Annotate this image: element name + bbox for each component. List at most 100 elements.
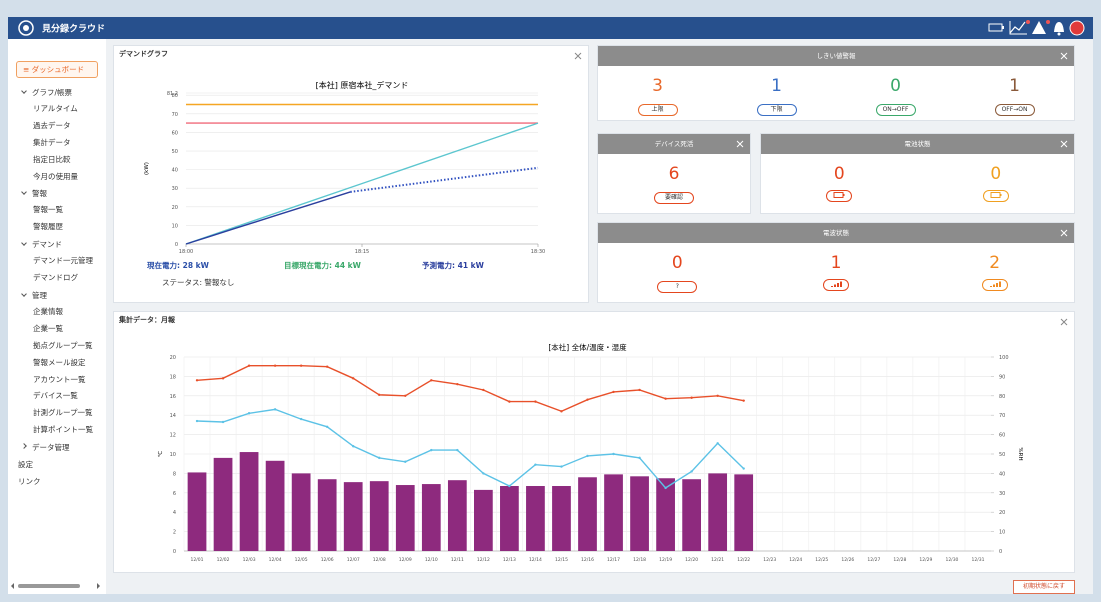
panel-header: デマンドグラフ [119,50,168,58]
point [664,486,667,490]
sidebar-group[interactable]: グラフ/帳票 [8,84,106,101]
demand-status: ステータス: 警報なし [162,277,234,287]
status-item: 0 [918,154,1075,203]
status-count: 3 [652,76,663,96]
bar [526,486,545,551]
panel-title: デバイス死活 [654,140,694,148]
series-line [196,408,745,489]
sidebar-item[interactable]: 企業情報 [33,307,63,317]
y-tick-label: 18 [170,374,176,380]
status-count: 0 [990,164,1002,184]
sidebar-item[interactable]: リアルタイム [33,104,78,113]
sidebar-item[interactable]: デバイス一覧 [33,391,78,401]
x-tick-label: 12/10 [425,557,438,563]
sidebar-item[interactable]: 今月の使用量 [33,171,78,181]
y-tick-label: 80 [172,93,178,99]
sidebar-group[interactable]: 管理 [8,287,106,304]
sidebar-item[interactable]: 警報履歴 [33,222,63,232]
point [742,467,745,470]
x-tick-label: 12/18 [633,557,646,563]
panel-header: 電波状態 [598,223,1074,243]
y2-tick-label: 50 [999,452,1005,458]
status-count: 0 [671,253,683,273]
point [273,364,277,367]
sidebar-item[interactable]: デマンド一元管理 [33,256,93,266]
point [664,397,667,400]
sidebar-active[interactable]: ≡ ダッシュボード [16,61,98,78]
sidebar-item[interactable]: デマンドログ [33,273,78,283]
sidebar-item[interactable]: 集計データ [33,137,71,147]
point [716,442,719,445]
sidebar-link[interactable]: 設定 [18,460,33,470]
status-item: 0? [598,243,757,293]
x-tick-label: 12/27 [867,557,880,563]
point [534,400,537,403]
device-panel: デバイス死活 6 要確認 [597,133,751,214]
close-button[interactable] [1060,52,1068,60]
point [430,448,433,452]
series-line [185,191,351,245]
app-name: 見分録クラウド [41,23,105,35]
demand-stat: 予測電力: 41 kW [422,260,485,270]
bar [213,457,233,551]
bar [447,480,467,551]
alert-icon[interactable] [1032,20,1050,34]
y-tick-label: 50 [172,149,178,155]
sidebar-group[interactable]: データ管理 [8,439,106,456]
chart-icon[interactable] [1009,20,1030,35]
reset-button[interactable]: 初期状態に戻す [1013,580,1075,594]
close-button[interactable] [574,52,582,60]
bar [395,485,415,551]
signal-bar [834,284,836,287]
y-tick-label: 6 [173,491,176,497]
radio-items: 0? 1 2 [598,243,1074,293]
sidebar-item[interactable]: 警報一覧 [33,205,63,215]
point [456,382,459,386]
point [586,398,589,401]
close-button[interactable] [1060,229,1068,237]
status-icon [989,281,1001,287]
status-item: 0 [761,154,918,203]
battery-icon[interactable] [988,23,1004,32]
point [404,460,407,463]
sidebar-item[interactable]: 拠点グループ一覧 [33,340,93,350]
point [716,394,719,397]
point [221,420,225,424]
active-label: ダッシュボード [31,65,85,74]
y-tick-label: 20 [172,205,178,211]
sidebar-item[interactable]: 指定日比較 [33,154,71,164]
point [534,463,537,466]
user-avatar[interactable] [1069,20,1085,36]
battery-tip [843,194,845,196]
sidebar-item[interactable]: 企業一覧 [33,323,63,333]
sidebar-item[interactable]: 計測グループ一覧 [33,408,93,418]
y-tick-label: 70 [172,112,178,118]
chevron [21,189,27,196]
x-tick-label: 12/29 [919,557,932,563]
panel-header: 集計データ：月報 [119,316,175,324]
x-tick-label: 18:00 [179,249,193,255]
point [638,456,641,460]
bar [317,479,337,551]
signal-bar [831,286,833,287]
close-button[interactable] [736,140,744,148]
scrollbar[interactable] [8,579,106,593]
battery-body [990,192,1001,198]
bar [578,477,597,551]
sidebar-group[interactable]: デマンド [8,236,106,253]
bell-icon[interactable] [1054,22,1064,36]
close-button[interactable] [1060,140,1068,148]
sidebar-item[interactable]: 警報メール設定 [33,357,86,367]
status-pill: 上限 [637,104,678,116]
sidebar-link[interactable]: リンク [18,477,41,487]
sidebar-item[interactable]: 過去データ [33,120,71,130]
sidebar-item[interactable]: 計算ポイント一覧 [33,425,93,435]
close-button[interactable] [1060,318,1068,326]
bar [708,473,728,551]
sidebar-item[interactable]: アカウント一覧 [33,374,86,384]
x-tick-label: 12/05 [295,557,308,563]
sidebar-group[interactable]: 警報 [8,185,106,202]
point [612,390,615,394]
y-tick-label: 2 [173,530,176,536]
